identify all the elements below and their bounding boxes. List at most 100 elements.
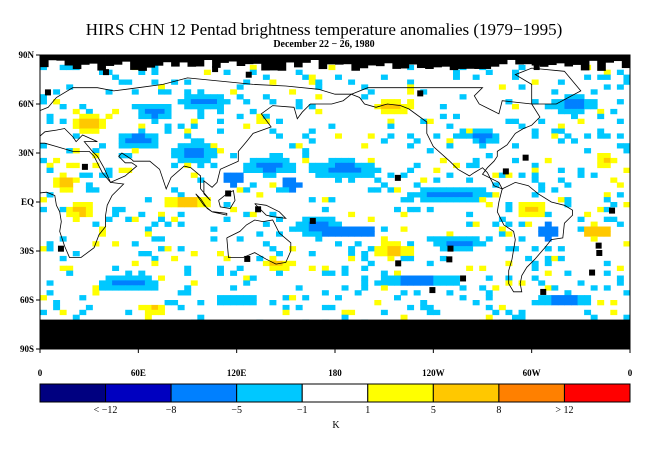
anomaly-cell: [59, 172, 67, 178]
anomaly-cell: [217, 128, 224, 134]
anomaly-cell: [197, 162, 205, 169]
anomaly-cell: [249, 167, 257, 173]
anomaly-cell: [223, 300, 231, 306]
anomaly-cell: [256, 113, 264, 120]
anomaly-cell: [407, 99, 415, 105]
anomaly-cell: [276, 231, 283, 237]
anomaly-cell: [380, 246, 388, 252]
anomaly-cell: [321, 162, 329, 169]
anomaly-cell: [184, 133, 192, 139]
anomaly-cell: [99, 231, 106, 237]
anomaly-cell: [269, 246, 277, 252]
coastline: [254, 203, 287, 219]
missing-data-cell: [460, 275, 467, 282]
anomaly-cell: [472, 197, 480, 203]
anomaly-cell: [236, 300, 244, 306]
anomaly-cell: [335, 221, 342, 227]
anomaly-cell: [328, 157, 336, 164]
anomaly-cell: [184, 162, 192, 169]
anomaly-cell: [512, 104, 519, 110]
anomaly-cell: [190, 202, 198, 208]
anomaly-cell: [571, 300, 578, 306]
anomaly-cell: [531, 172, 539, 178]
missing-data-north: [195, 55, 205, 67]
anomaly-cell: [354, 226, 362, 232]
anomaly-cell: [138, 138, 146, 144]
anomaly-cell: [433, 133, 441, 139]
anomaly-cell: [485, 236, 493, 242]
anomaly-cell: [446, 236, 454, 242]
anomaly-cell: [321, 206, 329, 213]
anomaly-cell: [125, 309, 133, 316]
anomaly-cell: [616, 192, 624, 198]
anomaly-cell: [466, 197, 474, 203]
lat-tick-label: 30S: [20, 246, 34, 256]
anomaly-cell: [197, 197, 205, 203]
anomaly-cell: [105, 89, 113, 95]
anomaly-cell: [217, 251, 224, 257]
anomaly-cell: [308, 128, 316, 134]
anomaly-cell: [197, 99, 205, 105]
anomaly-cell: [92, 153, 100, 159]
anomaly-cell: [46, 167, 54, 173]
anomaly-cell: [472, 187, 480, 193]
anomaly-cell: [557, 108, 565, 115]
anomaly-cell: [394, 187, 401, 193]
anomaly-cell: [584, 226, 592, 232]
anomaly-cell: [367, 89, 375, 95]
anomaly-cell: [249, 275, 257, 281]
anomaly-cell: [243, 167, 251, 173]
anomaly-cell: [138, 211, 146, 218]
anomaly-cell: [118, 79, 126, 85]
anomaly-cell: [72, 148, 80, 154]
anomaly-cell: [164, 108, 172, 115]
anomaly-cell: [439, 187, 447, 193]
anomaly-cell: [348, 309, 356, 316]
anomaly-cell: [138, 251, 146, 257]
anomaly-cell: [53, 99, 61, 105]
anomaly-cell: [387, 255, 395, 262]
anomaly-cell: [210, 99, 218, 105]
anomaly-cell: [518, 206, 526, 213]
anomaly-cell: [302, 74, 310, 80]
anomaly-cell: [184, 89, 192, 95]
anomaly-cell: [407, 304, 415, 311]
anomaly-cell: [564, 270, 572, 276]
anomaly-cell: [544, 300, 552, 306]
missing-data-north: [589, 55, 598, 61]
anomaly-cell: [485, 192, 493, 198]
anomaly-cell: [341, 167, 349, 173]
anomaly-cell: [184, 157, 192, 164]
anomaly-cell: [380, 236, 388, 242]
anomaly-cell: [85, 304, 93, 311]
anomaly-cell: [72, 118, 80, 124]
anomaly-cell: [577, 108, 585, 115]
anomaly-cell: [164, 197, 172, 203]
anomaly-cell: [144, 133, 152, 139]
anomaly-cell: [335, 295, 342, 301]
anomaly-cell: [538, 182, 546, 188]
anomaly-cell: [577, 295, 585, 301]
anomaly-cell: [472, 157, 480, 164]
anomaly-cell: [295, 143, 303, 149]
anomaly-cell: [485, 290, 493, 296]
anomaly-cell: [420, 89, 428, 95]
anomaly-cell: [315, 221, 323, 227]
colorbar-swatch: [236, 383, 303, 403]
anomaly-cell: [85, 108, 93, 115]
anomaly-cell: [46, 113, 54, 120]
anomaly-cell: [544, 104, 552, 110]
anomaly-cell: [243, 295, 251, 301]
anomaly-cell: [531, 99, 539, 105]
anomaly-cell: [498, 84, 506, 90]
anomaly-cell: [426, 309, 434, 316]
anomaly-cell: [348, 79, 356, 85]
anomaly-cell: [184, 99, 192, 105]
anomaly-cell: [79, 113, 87, 120]
anomaly-cell: [538, 300, 546, 306]
anomaly-cell: [525, 221, 533, 227]
anomaly-cell: [531, 206, 539, 213]
map-subtitle: December 22 − 26, 1980: [273, 39, 375, 50]
anomaly-cell: [380, 280, 388, 286]
anomaly-cell: [479, 241, 487, 247]
